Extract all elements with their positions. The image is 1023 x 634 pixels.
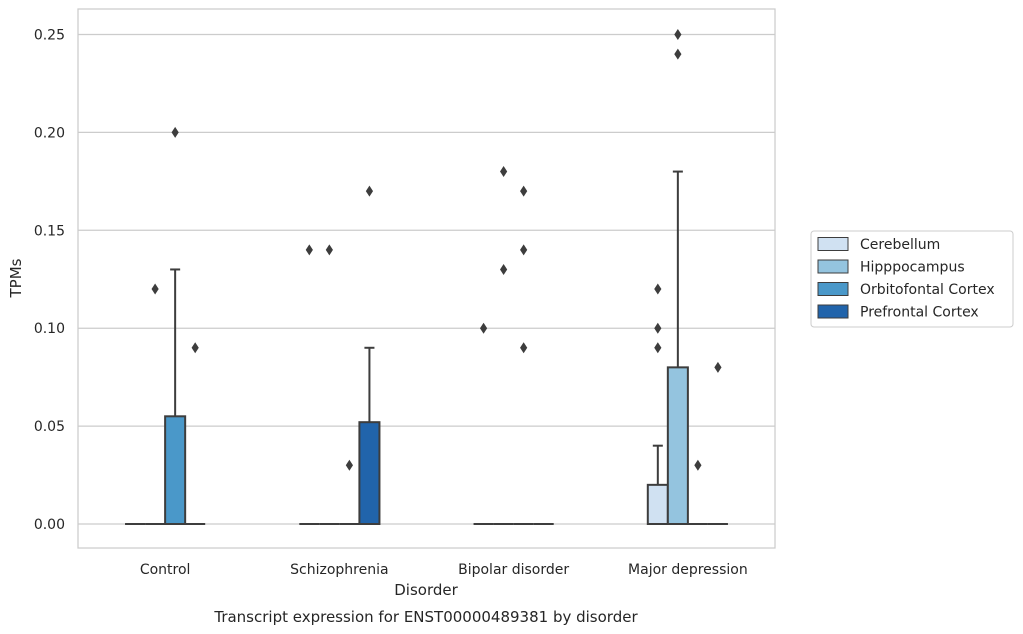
box-group <box>358 185 381 525</box>
outlier-point <box>654 322 662 334</box>
box-group <box>145 283 166 525</box>
outlier-point <box>654 283 662 295</box>
legend-swatch <box>817 259 849 274</box>
outlier-point <box>500 166 508 178</box>
box-group <box>339 459 360 525</box>
y-tick-label: 0.15 <box>34 223 65 239</box>
y-axis-title: TPMs <box>7 258 25 298</box>
outlier-point <box>520 342 528 354</box>
box-series <box>125 29 728 525</box>
outlier-point <box>674 48 682 60</box>
outlier-point <box>191 342 199 354</box>
box-group <box>707 361 728 525</box>
legend-swatch <box>817 304 849 319</box>
outlier-point <box>325 244 333 256</box>
legend-swatch <box>817 282 849 296</box>
outlier-point <box>694 459 702 471</box>
legend-swatch <box>817 237 849 251</box>
box-iqr <box>164 415 187 525</box>
outlier-point <box>305 244 313 256</box>
legend-label: Orbitofontal Cortex <box>860 282 995 298</box>
box-group <box>299 244 320 525</box>
outlier-point <box>520 185 528 197</box>
y-tick-label: 0.05 <box>34 419 65 435</box>
chart-caption: Transcript expression for ENST0000048938… <box>213 608 638 626</box>
x-axis-title: Disorder <box>394 581 458 599</box>
box-group <box>666 29 689 525</box>
box-group <box>513 185 534 525</box>
legend: Cerebellum Hipppocampus Orbitofontal Corte… <box>810 230 1014 328</box>
plot-frame <box>77 8 776 549</box>
outlier-point <box>654 342 662 354</box>
y-tick-label: 0.20 <box>34 125 65 141</box>
box-group <box>493 166 514 525</box>
x-tick-labels: Control Schizophrenia Bipolar disorder Majo… <box>140 562 748 578</box>
box-iqr <box>666 366 689 525</box>
legend-label: Prefrontal Cortex <box>860 305 979 321</box>
outlier-point <box>520 244 528 256</box>
x-tick-label: Control <box>140 562 191 578</box>
box-iqr <box>646 483 669 525</box>
outlier-point <box>500 263 508 275</box>
outlier-point <box>365 185 374 197</box>
y-tick-label: 0.10 <box>34 321 65 337</box>
y-tick-labels: 0.00 0.05 0.10 0.15 0.20 0.25 <box>34 28 65 534</box>
x-tick-label: Major depression <box>628 562 748 578</box>
box-group <box>646 283 669 525</box>
y-tick-label: 0.25 <box>34 28 65 44</box>
legend-label: Cerebellum <box>860 237 940 253</box>
outlier-point <box>674 29 682 40</box>
box-group <box>687 459 708 525</box>
outlier-point <box>151 283 159 295</box>
y-tick-label: 0.00 <box>34 517 65 533</box>
box-group <box>164 126 187 525</box>
box-group <box>473 322 494 525</box>
outlier-point <box>345 459 353 471</box>
legend-frame <box>810 230 1014 328</box>
outlier-point <box>714 361 722 373</box>
x-tick-label: Schizophrenia <box>290 562 388 578</box>
x-tick-label: Bipolar disorder <box>458 562 569 578</box>
legend-label: Hipppocampus <box>860 260 965 276</box>
outlier-point <box>479 322 488 334</box>
box-iqr <box>358 421 381 525</box>
box-group <box>185 342 206 525</box>
box-group <box>319 244 340 525</box>
outlier-point <box>171 126 179 138</box>
